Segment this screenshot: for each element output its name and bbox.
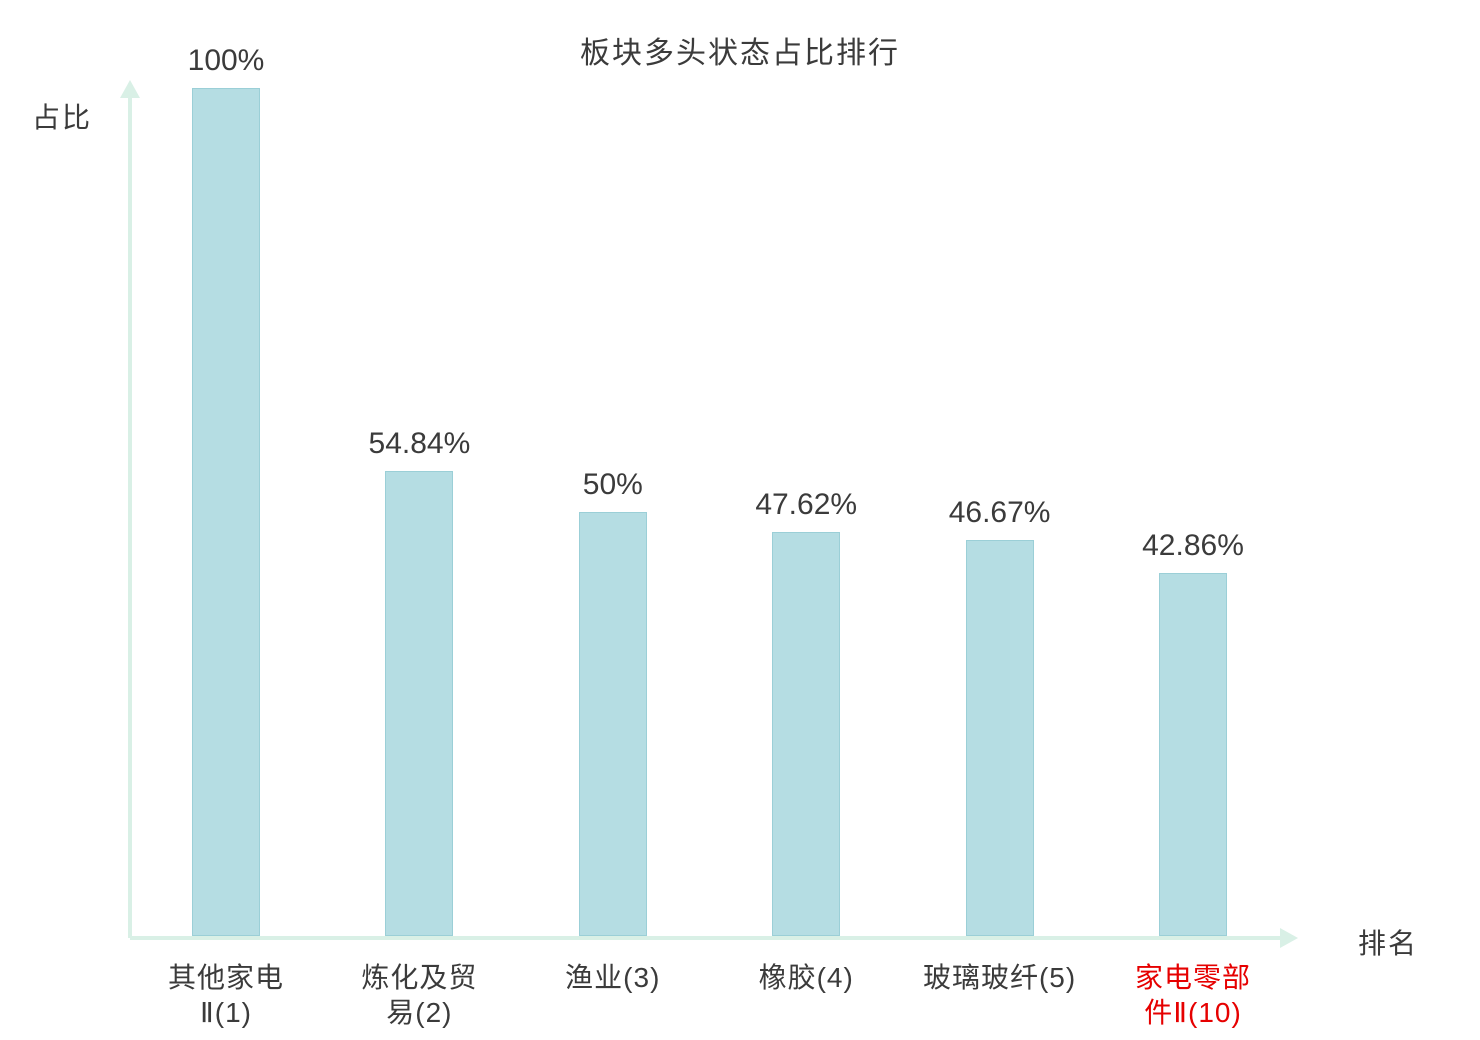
bar-value-label: 100% — [187, 44, 265, 77]
category-label: 玻璃玻纤(5) — [922, 962, 1077, 993]
bar-value-label: 46.67% — [948, 496, 1051, 529]
category-label: 渔业(3) — [565, 962, 661, 993]
x-axis-arrow-icon — [1280, 928, 1298, 948]
bar-value-label: 47.62% — [755, 488, 858, 521]
bar — [192, 88, 260, 936]
chart-title: 板块多头状态占比排行 — [580, 37, 900, 70]
category-label: 其他家电 Ⅱ(1) — [167, 962, 285, 1028]
category-label: 橡胶(4) — [758, 962, 854, 993]
y-axis-arrow-icon — [120, 80, 140, 98]
bar-value-label: 54.84% — [368, 427, 471, 460]
bar — [965, 540, 1034, 936]
category-label: 家电零部 件Ⅱ(10) — [1134, 962, 1252, 1028]
bar — [772, 532, 841, 936]
bar — [1159, 573, 1227, 936]
y-axis-line — [128, 98, 132, 938]
x-axis-line — [130, 936, 1282, 940]
bar-value-label: 50% — [582, 468, 643, 501]
y-axis-label: 占比 — [32, 102, 93, 133]
bar — [385, 471, 454, 936]
category-label: 炼化及贸 易(2) — [361, 962, 478, 1028]
bar — [578, 512, 647, 936]
x-axis-label: 排名 — [1358, 928, 1419, 959]
bar-value-label: 42.86% — [1142, 529, 1244, 562]
